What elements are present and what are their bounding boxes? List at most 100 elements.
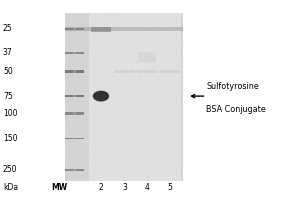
Point [112,95,117,98]
Point [129,45,134,49]
Point [88,85,93,88]
Point [170,25,175,28]
Point [156,158,161,161]
Point [167,160,171,163]
Point [122,43,127,46]
Point [126,95,131,98]
Point [101,165,106,168]
Point [136,109,141,112]
Point [125,90,130,93]
Point [88,63,93,66]
Point [92,84,97,88]
Point [141,44,146,47]
Point [128,168,133,171]
Point [141,143,146,146]
Point [125,16,130,19]
Point [85,63,90,67]
Point [82,77,87,81]
Point [172,128,177,132]
Point [164,174,169,177]
Point [128,69,133,72]
Point [161,18,166,21]
Point [143,166,148,169]
Point [152,55,157,58]
Point [84,115,88,119]
Point [77,145,82,149]
Point [89,90,94,94]
Point [120,148,125,152]
Point [69,23,74,26]
Point [80,102,85,105]
Point [117,16,122,19]
Point [69,53,74,56]
Point [105,112,110,115]
Point [92,172,97,175]
Point [171,132,176,135]
Point [83,118,88,122]
Point [154,126,158,130]
Point [158,97,163,101]
Point [164,73,169,77]
Point [114,132,119,135]
Point [168,25,172,28]
Point [73,98,78,101]
Point [80,133,85,136]
Point [122,125,127,128]
Point [136,165,141,168]
Point [120,61,124,64]
Point [110,164,115,167]
Point [73,50,78,53]
Point [124,85,129,88]
Point [153,54,158,57]
Point [126,153,131,156]
Point [90,23,94,26]
Point [65,35,70,38]
Point [178,56,183,59]
Point [116,134,121,137]
Point [157,167,162,170]
Point [98,108,103,112]
Point [152,80,157,84]
Point [119,48,124,51]
Point [165,26,170,29]
Point [80,131,84,135]
Point [88,37,93,40]
Point [152,65,156,69]
Point [77,145,82,149]
Point [71,149,76,152]
Point [119,43,124,46]
Point [112,107,117,110]
Point [123,127,128,130]
Point [97,94,102,97]
Point [107,17,112,20]
Point [74,122,79,125]
Point [92,76,97,79]
Point [83,144,88,147]
Point [172,106,177,109]
Point [151,23,156,26]
Point [89,101,94,104]
Point [176,34,180,37]
Point [136,28,141,31]
Point [130,164,135,168]
Point [166,141,171,145]
Point [87,23,92,26]
Point [116,53,121,56]
Point [129,114,134,117]
Point [123,27,128,30]
Point [82,56,86,60]
Point [132,42,137,45]
Point [153,155,158,159]
Point [169,31,173,34]
Point [167,148,172,151]
Point [66,106,70,109]
Point [103,114,108,117]
Point [151,19,156,22]
Point [73,20,78,23]
Point [82,39,87,42]
Point [158,146,163,150]
Point [172,67,177,70]
Point [90,113,95,116]
Point [159,22,164,25]
Point [172,40,177,43]
